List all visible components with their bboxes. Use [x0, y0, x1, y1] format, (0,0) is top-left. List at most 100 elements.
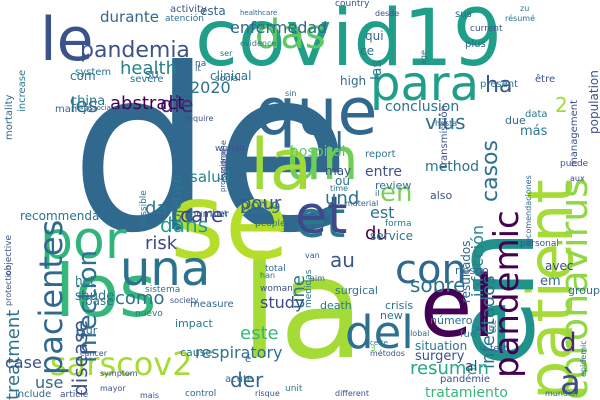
word: este: [240, 323, 279, 344]
word: il: [375, 189, 380, 198]
word: protection: [4, 265, 13, 306]
word: activity: [170, 4, 207, 15]
word: clinical: [210, 69, 252, 83]
word: sin: [285, 89, 297, 98]
word: pandémie: [440, 374, 490, 385]
word: est: [370, 203, 395, 222]
word: salud: [190, 168, 231, 186]
word: manejo: [55, 104, 93, 115]
word: saúde: [75, 289, 115, 304]
word: review: [375, 179, 412, 192]
word: los: [55, 249, 157, 333]
word: surgical: [335, 284, 378, 297]
word: wuhan: [215, 144, 245, 154]
word: report: [365, 149, 396, 160]
word: que: [255, 75, 378, 150]
word: les: [70, 93, 99, 117]
word: l: [335, 127, 344, 162]
word: may: [325, 164, 352, 178]
word: article: [60, 390, 89, 400]
word: require: [185, 114, 214, 123]
word: professional: [219, 149, 227, 192]
word: increase: [17, 69, 28, 112]
word: transmission: [439, 105, 450, 169]
word: number: [190, 209, 230, 220]
word: métodos: [370, 349, 405, 358]
word: death: [320, 299, 352, 312]
word: se: [170, 161, 290, 283]
word: control: [185, 389, 217, 399]
word: population: [587, 70, 600, 134]
word: por: [40, 211, 127, 271]
word: da: [145, 198, 168, 219]
word: 3: [370, 344, 376, 354]
word: das: [255, 12, 326, 58]
word: zu: [520, 4, 530, 13]
word: puede: [560, 159, 589, 169]
word: data: [525, 109, 548, 120]
word: como: [115, 288, 165, 309]
word: ou: [335, 174, 350, 188]
word: être: [535, 74, 556, 85]
word: woman: [260, 284, 293, 294]
word: symptom: [100, 369, 138, 378]
word: impact: [175, 317, 213, 330]
word: atención: [165, 14, 204, 24]
word: recommendation: [20, 209, 123, 223]
word: different: [335, 389, 369, 398]
word: mayor: [100, 384, 126, 393]
word: una: [120, 241, 211, 297]
word: well: [475, 324, 491, 333]
word: group: [568, 284, 600, 297]
word: nuevo: [135, 309, 163, 319]
word: aux: [570, 174, 585, 183]
word: forma: [385, 219, 412, 229]
word: com: [70, 69, 96, 83]
word: em: [540, 274, 561, 289]
word: use: [35, 373, 64, 392]
word: total: [265, 264, 286, 274]
word: epidemic: [579, 340, 588, 377]
word: ser: [220, 49, 233, 58]
word: el: [420, 258, 496, 357]
word: die: [160, 93, 194, 118]
word: le: [40, 5, 94, 75]
word: und: [325, 188, 360, 209]
word: time: [330, 184, 349, 193]
word: abstract: [110, 93, 185, 114]
word: han: [260, 271, 276, 280]
word: global: [405, 329, 430, 338]
word: mundial: [545, 389, 578, 398]
word: plus: [465, 39, 486, 50]
word: risque: [255, 389, 280, 398]
word: al: [465, 359, 478, 375]
word: resumen: [410, 358, 489, 379]
word: hospital: [290, 144, 346, 160]
word: risk: [145, 233, 178, 254]
word: management: [569, 100, 580, 167]
word: durante: [100, 8, 160, 26]
word: fue: [460, 329, 477, 340]
word: het: [75, 274, 95, 288]
word: é: [245, 354, 252, 365]
word: due: [505, 114, 526, 127]
word: 2019: [240, 198, 281, 217]
word: include: [15, 389, 52, 400]
word: del: [345, 306, 414, 359]
word: new: [380, 309, 403, 322]
word: measure: [190, 299, 234, 310]
word: au: [330, 248, 355, 272]
word: para: [370, 56, 480, 112]
word: associate: [85, 104, 119, 112]
word: esta: [200, 4, 226, 18]
word: avec: [545, 259, 574, 273]
word: desde: [375, 9, 400, 18]
word: su: [145, 67, 159, 81]
word: sarscov2: [50, 345, 193, 383]
word: health: [120, 58, 177, 79]
word: sistema: [145, 285, 181, 295]
word: ha: [485, 73, 513, 98]
word: du: [365, 223, 388, 244]
word: china: [70, 94, 106, 109]
word: na: [195, 59, 207, 69]
